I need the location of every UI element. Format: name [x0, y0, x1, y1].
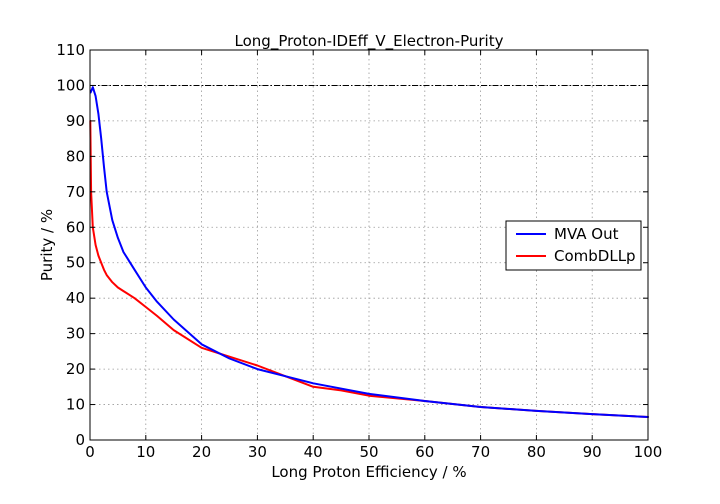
- y-tick-label-5: 50: [66, 254, 85, 272]
- x-tick-label-2: 20: [192, 443, 211, 461]
- x-tick-label-6: 60: [415, 443, 434, 461]
- series-line-0: [89, 86, 649, 418]
- chart-title: Long_Proton-IDEff_V_Electron-Purity: [235, 32, 504, 51]
- x-tick-label-8: 80: [527, 443, 546, 461]
- x-tick-label-3: 30: [248, 443, 267, 461]
- x-tick-labels: 0 10 20 30 40 50 60 70 80 90 100: [85, 443, 662, 461]
- y-tick-label-1: 10: [66, 396, 85, 414]
- y-axis-title: Purity / %: [38, 209, 56, 281]
- x-tick-label-10: 100: [634, 443, 663, 461]
- y-tick-label-10: 100: [56, 76, 85, 94]
- y-tick-label-6: 60: [66, 218, 85, 236]
- y-tick-label-2: 20: [66, 360, 85, 378]
- legend-box: [505, 220, 642, 271]
- ticks: [89, 49, 649, 441]
- y-tick-label-11: 110: [56, 41, 85, 59]
- y-tick-label-7: 70: [66, 183, 85, 201]
- x-tick-label-9: 90: [583, 443, 602, 461]
- legend-label-1: CombDLLp: [554, 247, 636, 265]
- legend-label-0: MVA Out: [554, 225, 619, 243]
- y-tick-label-0: 0: [75, 431, 85, 449]
- y-tick-label-9: 90: [66, 112, 85, 130]
- x-tick-label-4: 40: [304, 443, 323, 461]
- series-group: [89, 86, 649, 418]
- x-axis-title: Long Proton Efficiency / %: [271, 463, 466, 481]
- legend: MVA Out CombDLLp: [505, 220, 642, 271]
- x-tick-label-0: 0: [85, 443, 95, 461]
- x-tick-label-5: 50: [359, 443, 378, 461]
- x-tick-label-7: 70: [471, 443, 490, 461]
- x-tick-label-1: 10: [136, 443, 155, 461]
- y-tick-label-4: 40: [66, 289, 85, 307]
- y-tick-label-3: 30: [66, 325, 85, 343]
- y-tick-labels: 0 10 20 30 40 50 60 70 80 90 100 110: [56, 41, 85, 449]
- y-tick-label-8: 80: [66, 147, 85, 165]
